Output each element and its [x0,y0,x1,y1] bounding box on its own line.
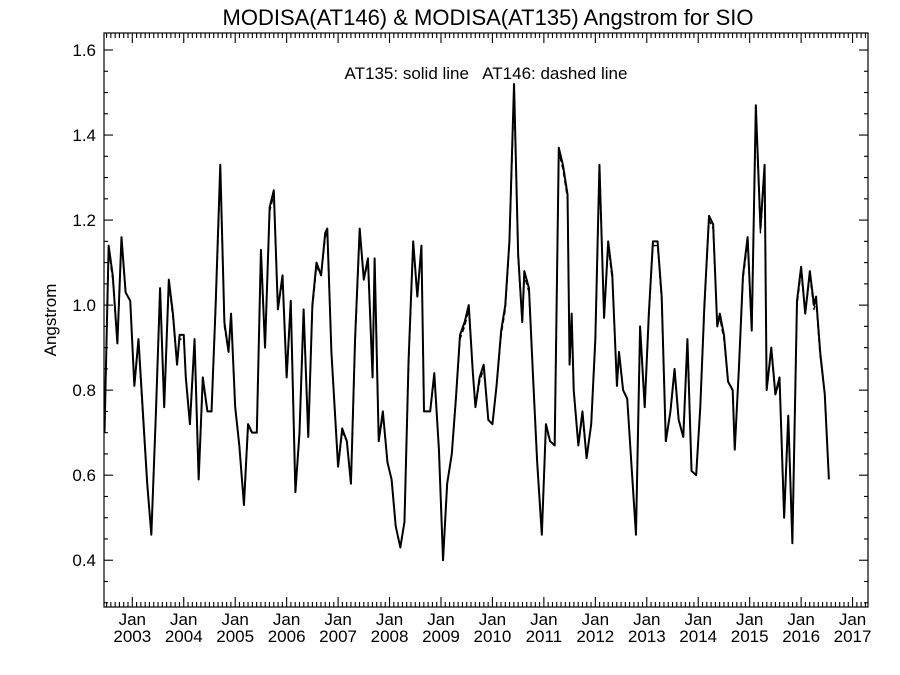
x-tick-month-label: Jan [324,610,351,629]
x-tick-month-label: Jan [221,610,248,629]
series-line-at146 [103,91,830,561]
x-tick-month-label: Jan [427,610,454,629]
x-tick-year-label: 2008 [371,627,409,646]
y-tick-label: 0.4 [72,551,96,570]
x-tick-month-label: Jan [582,610,609,629]
x-tick-year-label: 2014 [679,627,717,646]
x-tick-year-label: 2004 [165,627,203,646]
y-tick-label: 0.8 [72,381,96,400]
x-tick-year-label: 2016 [782,627,820,646]
x-tick-month-label: Jan [633,610,660,629]
series-lines [103,83,830,562]
x-tick-year-label: 2003 [113,627,151,646]
x-tick-month-label: Jan [273,610,300,629]
x-tick-year-label: 2011 [526,627,563,646]
x-tick-year-label: 2017 [834,627,872,646]
x-tick-month-label: Jan [376,610,403,629]
x-tick-year-label: 2009 [422,627,460,646]
plot-frame [103,32,869,608]
axis-ticks: 0.40.60.81.01.21.41.6Jan2003Jan2004Jan20… [72,33,871,646]
chart-title: MODISA(AT146) & MODISA(AT135) Angstrom f… [223,5,754,30]
x-tick-month-label: Jan [119,610,146,629]
x-tick-year-label: 2010 [474,627,512,646]
x-tick-month-label: Jan [685,610,712,629]
x-tick-year-label: 2006 [268,627,306,646]
x-tick-year-label: 2012 [576,627,614,646]
x-tick-month-label: Jan [736,610,763,629]
y-tick-label: 1.0 [72,296,96,315]
y-tick-label: 1.2 [72,211,96,230]
x-tick-month-label: Jan [530,610,557,629]
y-tick-label: 1.4 [72,126,96,145]
y-axis-label: Angstrom [41,284,60,357]
x-tick-year-label: 2007 [319,627,357,646]
x-tick-year-label: 2005 [216,627,254,646]
x-tick-month-label: Jan [787,610,814,629]
series-style-annotation: AT135: solid line AT146: dashed line [345,64,628,83]
x-tick-year-label: 2013 [628,627,666,646]
x-tick-month-label: Jan [170,610,197,629]
y-tick-label: 0.6 [72,466,96,485]
x-tick-month-label: Jan [479,610,506,629]
y-tick-label: 1.6 [72,41,96,60]
x-tick-month-label: Jan [839,610,866,629]
x-tick-year-label: 2015 [731,627,769,646]
